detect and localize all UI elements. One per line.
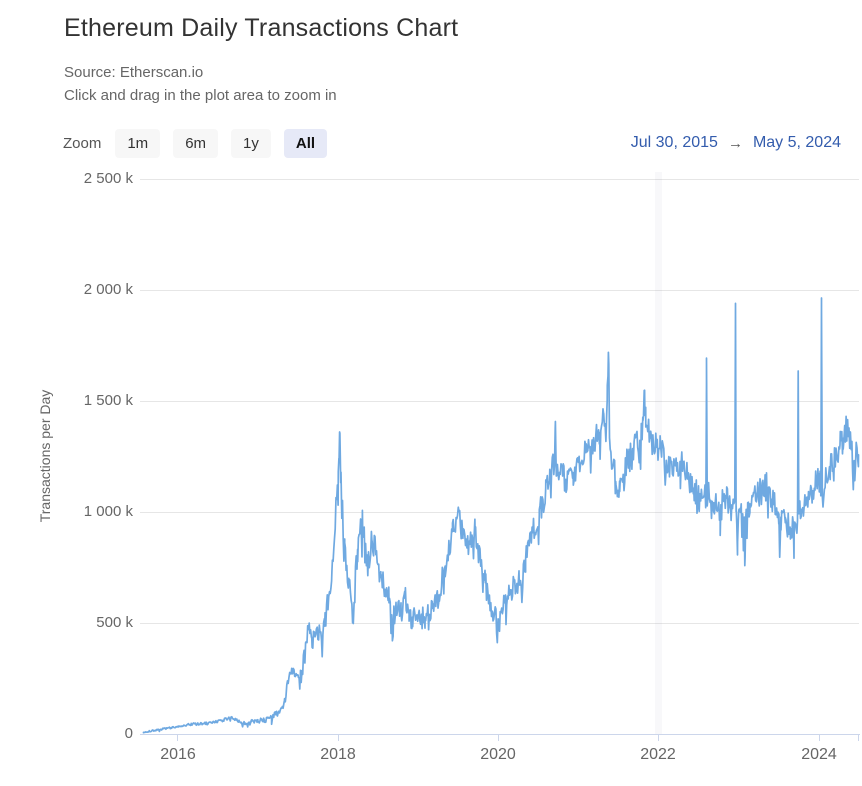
y-tick-label: 2 500 k [83, 170, 133, 187]
x-tick-label: 2016 [160, 746, 196, 763]
zoom-1m-button[interactable]: 1m [115, 128, 161, 158]
zoom-label: Zoom [63, 134, 102, 152]
x-axis-line [140, 734, 860, 735]
x-axis-tick [658, 735, 659, 741]
y-tick-label: 1 500 k [83, 392, 133, 409]
y-tick-label: 2 000 k [83, 281, 133, 298]
x-axis-tick [177, 735, 178, 741]
plot-area[interactable] [140, 170, 860, 735]
range-selector: Zoom 1m 6m 1y All [63, 128, 340, 158]
zoom-1y-button[interactable]: 1y [231, 128, 271, 158]
x-tick-label: 2024 [801, 746, 837, 763]
y-tick-label: 500 k [96, 614, 133, 631]
date-range: Jul 30, 2015 → May 5, 2024 [631, 131, 841, 155]
chart-source-text: Source: Etherscan.io [64, 64, 204, 81]
x-axis-tick [338, 735, 339, 741]
x-tick-label: 2020 [480, 746, 516, 763]
zoom-6m-button[interactable]: 6m [173, 128, 219, 158]
gridline [140, 179, 859, 180]
x-axis-tick [819, 735, 820, 741]
x-axis-tick [858, 735, 859, 741]
page-title: Ethereum Daily Transactions Chart [64, 14, 459, 42]
zoom-all-button[interactable]: All [283, 128, 328, 158]
chart-hint-text: Click and drag in the plot area to zoom … [64, 87, 337, 104]
gridline [140, 290, 859, 291]
x-tick-label: 2018 [320, 746, 356, 763]
chart-subtitle: Source: Etherscan.io Click and drag in t… [64, 61, 337, 107]
range-to-input[interactable]: May 5, 2024 [752, 134, 841, 151]
x-tick-label: 2022 [640, 746, 676, 763]
y-tick-label: 0 [124, 725, 133, 742]
x-axis-tick [498, 735, 499, 741]
gridline [140, 512, 859, 513]
gridline [140, 401, 859, 402]
arrow-right-icon: → [727, 134, 743, 152]
range-from-input[interactable]: Jul 30, 2015 [630, 134, 718, 151]
transactions-line-series [142, 297, 860, 734]
y-tick-label: 1 000 k [83, 503, 133, 520]
